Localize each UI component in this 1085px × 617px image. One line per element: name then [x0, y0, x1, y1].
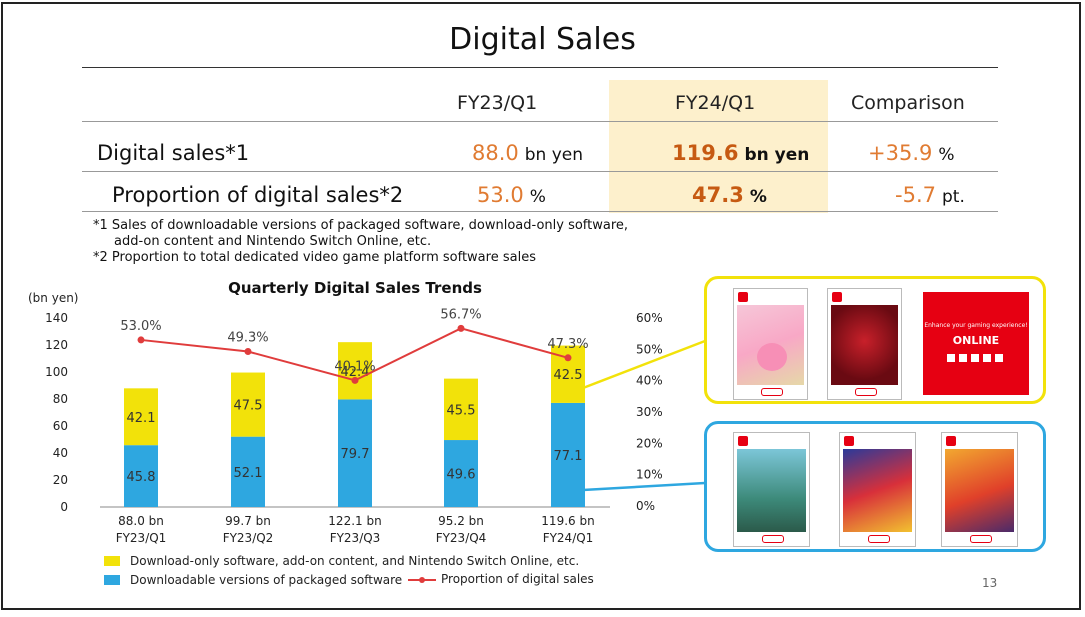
y-tick-label: 120: [45, 338, 68, 352]
proportion-point: [244, 348, 252, 356]
bar-label-download-only: 45.5: [447, 403, 476, 418]
bar-packaged: [231, 436, 265, 507]
table-divider: [82, 211, 998, 212]
y2-tick-label: 40%: [636, 374, 663, 388]
digital-sales-fy23: 88.0 bn yen: [472, 141, 584, 165]
y2-tick-label: 0%: [636, 499, 655, 513]
fy24-column-highlight: [609, 80, 828, 213]
proportion-fy23: 53.0%: [477, 183, 546, 207]
mario-3d-world-product-image: [941, 432, 1018, 547]
x-total-label: 88.0 bn: [118, 514, 164, 528]
bar-download-only: [124, 388, 158, 446]
footnote-1-cont: add-on content and Nintendo Switch Onlin…: [114, 234, 432, 249]
page-title: Digital Sales: [449, 22, 636, 57]
x-total-label: 99.7 bn: [225, 514, 271, 528]
legend-swatch-packaged: [104, 575, 120, 585]
table-divider: [82, 171, 998, 172]
fire-emblem-product-image: [827, 288, 902, 400]
kirby-product-image: [733, 288, 808, 400]
y-tick-label: 60: [53, 419, 68, 433]
nso-controllers-icon: [947, 354, 1005, 362]
bar-packaged: [551, 402, 585, 507]
page-number: 13: [982, 576, 998, 590]
bar-label-download-only: 42.5: [554, 368, 583, 383]
nso-tagline: Enhance your gaming experience!: [924, 322, 1028, 329]
proportion-point: [351, 376, 359, 384]
x-total-label: 95.2 bn: [438, 514, 484, 528]
bar-download-only: [338, 342, 372, 400]
col-header-comparison: Comparison: [851, 92, 965, 114]
digital-sales-fy24: 119.6 bn yen: [672, 141, 810, 165]
proportion-label: 47.3%: [547, 337, 588, 352]
bar-label-packaged: 49.6: [447, 468, 476, 483]
legend-swatch-proportion: [408, 577, 436, 583]
footnote-1: *1 Sales of downloadable versions of pac…: [93, 218, 629, 233]
mario-kart-product-image: [839, 432, 916, 547]
y-tick-label: 140: [45, 311, 68, 325]
y2-tick-label: 10%: [636, 468, 663, 482]
nintendo-switch-online-image: Enhance your gaming experience! ONLINE: [923, 292, 1029, 395]
download-only-products-box: Enhance your gaming experience! ONLINE: [704, 276, 1046, 404]
y2-tick-label: 60%: [636, 311, 663, 325]
x-category-label: FY23/Q3: [330, 531, 381, 545]
x-category-label: FY23/Q2: [223, 531, 274, 545]
zelda-product-image: [733, 432, 810, 547]
bar-label-packaged: 52.1: [234, 466, 263, 481]
proportion-label: 49.3%: [227, 331, 268, 346]
proportion-label: 56.7%: [440, 307, 481, 322]
bar-label-packaged: 45.8: [127, 470, 156, 485]
row-label-digital-sales: Digital sales*1: [97, 141, 250, 165]
chart-title: Quarterly Digital Sales Trends: [228, 279, 482, 297]
legend-swatch-download-only: [104, 556, 120, 566]
nso-title: ONLINE: [952, 334, 1000, 347]
bar-packaged: [444, 440, 478, 507]
proportion-label: 40.1%: [334, 359, 375, 374]
y2-tick-label: 50%: [636, 342, 663, 356]
y2-tick-label: 30%: [636, 405, 663, 419]
x-category-label: FY23/Q1: [116, 531, 167, 545]
footnote-2: *2 Proportion to total dedicated video g…: [93, 250, 536, 265]
y-tick-label: 100: [45, 365, 68, 379]
y-tick-label: 40: [53, 446, 68, 460]
title-divider: [82, 67, 998, 68]
bar-label-download-only: 42.1: [127, 411, 156, 426]
proportion-point: [564, 354, 572, 362]
col-header-fy24: FY24/Q1: [675, 92, 756, 114]
bar-packaged: [124, 445, 158, 507]
proportion-point: [457, 324, 465, 332]
table-divider: [82, 121, 998, 122]
bar-label-packaged: 77.1: [554, 449, 583, 464]
bar-label-download-only: 47.5: [234, 399, 263, 414]
x-category-label: FY23/Q4: [436, 531, 487, 545]
proportion-point: [137, 336, 145, 344]
x-total-label: 119.6 bn: [541, 514, 594, 528]
bar-download-only: [231, 372, 265, 437]
packaged-products-box: [704, 421, 1046, 552]
row-label-proportion: Proportion of digital sales*2: [112, 183, 404, 207]
bar-download-only: [444, 378, 478, 441]
y-tick-label: 20: [53, 473, 68, 487]
proportion-comparison: -5.7 pt.: [895, 183, 965, 207]
legend-label-proportion: Proportion of digital sales: [441, 572, 594, 586]
y2-tick-label: 20%: [636, 436, 663, 450]
proportion-label: 53.0%: [120, 319, 161, 334]
x-category-label: FY24/Q1: [543, 531, 594, 545]
legend-label-packaged: Downloadable versions of packaged softwa…: [130, 573, 403, 587]
bar-label-packaged: 79.7: [341, 447, 370, 462]
y-axis-label: (bn yen): [28, 291, 79, 305]
bar-packaged: [338, 399, 372, 507]
y-tick-label: 0: [60, 500, 68, 514]
x-total-label: 122.1 bn: [328, 514, 381, 528]
digital-sales-comparison: +35.9%: [868, 141, 955, 165]
legend-label-download-only: Download-only software, add-on content, …: [130, 554, 580, 568]
proportion-fy24: 47.3%: [692, 183, 767, 207]
col-header-fy23: FY23/Q1: [457, 92, 538, 114]
y-tick-label: 80: [53, 392, 68, 406]
